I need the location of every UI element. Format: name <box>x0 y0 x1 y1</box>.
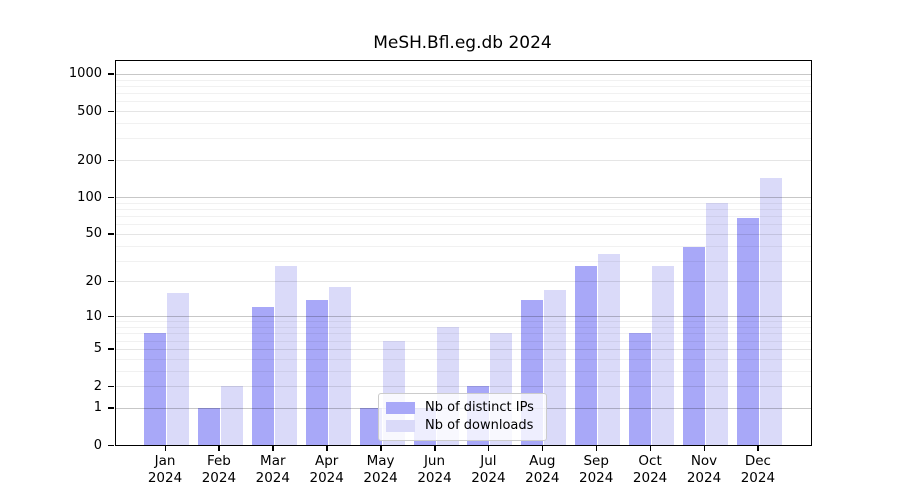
bar-downloads-oct <box>652 266 675 445</box>
gridline-y-500 <box>116 111 811 112</box>
y-tick-10 <box>108 315 114 318</box>
y-tick-label-20: 20 <box>85 273 102 289</box>
bar-downloads-aug <box>544 289 567 445</box>
legend-label-downloads: Nb of downloads <box>425 418 534 433</box>
x-tick-jun <box>434 446 436 451</box>
y-tick-500 <box>108 110 114 112</box>
y-tick-20 <box>108 280 114 283</box>
bar-downloads-nov <box>706 202 728 445</box>
x-tick-label-nov: Nov 2024 <box>686 453 722 486</box>
x-tick-apr <box>326 446 328 451</box>
legend-swatch-ips-icon <box>386 401 415 414</box>
bar-ips-nov <box>683 246 705 445</box>
gridline-y-100 <box>116 197 811 199</box>
gridline-y-700 <box>116 93 811 94</box>
x-tick-label-feb: Feb 2024 <box>201 453 237 486</box>
x-tick-aug <box>541 446 544 451</box>
bar-downloads-apr <box>328 286 351 445</box>
x-tick-label-may: May 2024 <box>363 453 398 486</box>
y-tick-1 <box>108 407 114 409</box>
gridline-y-400 <box>116 123 811 124</box>
legend-label-distinct-ips: Nb of distinct IPs <box>425 400 534 415</box>
legend-item-downloads: Nb of downloads <box>379 417 546 434</box>
y-tick-label-0: 0 <box>93 437 102 453</box>
gridline-y-200 <box>116 160 811 162</box>
legend-swatch-downloads-icon <box>386 419 415 432</box>
bar-ips-oct <box>629 333 652 445</box>
x-tick-label-mar: Mar 2024 <box>255 453 290 486</box>
x-tick-mar <box>272 446 274 451</box>
bar-downloads-feb <box>220 386 243 445</box>
bar-downloads-mar <box>274 266 297 445</box>
y-tick-label-2: 2 <box>93 378 102 394</box>
y-tick-label-1000: 1000 <box>68 66 102 82</box>
bar-ips-may <box>359 407 382 445</box>
y-tick-label-10: 10 <box>85 308 102 324</box>
bar-ips-mar <box>251 307 274 445</box>
bar-ips-apr <box>305 299 328 445</box>
y-tick-200 <box>108 159 114 162</box>
y-tick-label-5: 5 <box>93 341 102 357</box>
x-tick-label-apr: Apr 2024 <box>309 453 344 486</box>
chart-title: MeSH.Bfl.eg.db 2024 <box>373 33 552 53</box>
gridline-y-1000 <box>116 73 811 75</box>
x-tick-label-jun: Jun 2024 <box>417 453 452 486</box>
bar-ips-feb <box>197 407 220 445</box>
x-tick-label-dec: Dec 2024 <box>740 453 776 486</box>
bar-downloads-sep <box>598 254 621 445</box>
bar-ips-sep <box>575 266 598 445</box>
y-tick-50 <box>108 233 114 235</box>
bar-downloads-dec <box>759 178 782 445</box>
y-tick-label-1: 1 <box>93 400 102 416</box>
x-tick-label-sep: Sep 2024 <box>579 453 614 486</box>
bar-downloads-jan <box>167 292 189 445</box>
y-tick-label-100: 100 <box>77 189 102 205</box>
bar-ips-jan <box>144 333 166 445</box>
gridline-y-300 <box>116 138 811 140</box>
gridline-y-600 <box>116 101 811 103</box>
y-tick-label-500: 500 <box>77 103 102 119</box>
gridline-y-800 <box>116 85 811 87</box>
x-tick-may <box>380 446 382 451</box>
x-tick-feb <box>218 446 220 451</box>
y-tick-label-200: 200 <box>77 152 102 168</box>
x-tick-label-oct: Oct 2024 <box>632 453 668 486</box>
y-tick-5 <box>108 348 114 350</box>
x-tick-nov <box>703 446 705 451</box>
x-tick-label-jul: Jul 2024 <box>471 453 506 486</box>
gridline-y-900 <box>116 79 811 81</box>
y-tick-label-50: 50 <box>85 226 102 242</box>
y-tick-100 <box>108 196 114 199</box>
x-tick-oct <box>649 446 652 451</box>
legend-item-distinct-ips: Nb of distinct IPs <box>379 399 546 416</box>
x-tick-jan <box>164 446 166 451</box>
y-tick-0 <box>108 444 114 446</box>
y-tick-1000 <box>108 73 114 75</box>
plot-area <box>115 60 812 446</box>
x-tick-label-jan: Jan 2024 <box>147 453 183 486</box>
legend: Nb of distinct IPs Nb of downloads <box>378 393 547 441</box>
y-tick-2 <box>108 385 114 387</box>
x-tick-sep <box>595 446 598 451</box>
x-tick-dec <box>757 446 759 451</box>
x-tick-jul <box>487 446 490 451</box>
x-tick-label-aug: Aug 2024 <box>525 453 560 486</box>
bar-ips-dec <box>736 218 759 445</box>
